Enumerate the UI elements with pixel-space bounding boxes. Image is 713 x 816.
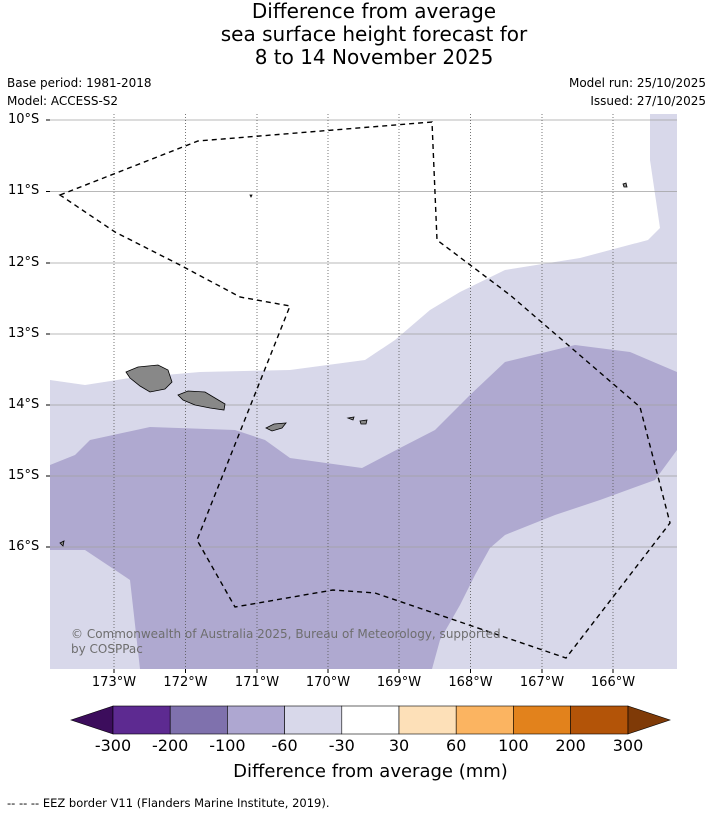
title-line-1: Difference from average [251, 0, 497, 23]
colorbar-segment-3 [227, 705, 285, 735]
colorbar-title: Difference from average (mm) [233, 761, 508, 782]
land-islands [59, 182, 628, 547]
colorbar-extend-low [70, 705, 114, 735]
ofu-island [346, 416, 355, 421]
lon-label-168w: 168°W [448, 675, 493, 690]
eez-border [58, 121, 671, 659]
meta-left: Base period: 1981-2018 Model: ACCESS-S2 [7, 74, 152, 110]
colorbar-segment-9 [570, 705, 629, 735]
colorbar-segment-1 [112, 705, 171, 735]
nukulaelae-islet [622, 182, 628, 188]
lon-label-171w: 171°W [234, 675, 280, 690]
model-name: Model: ACCESS-S2 [7, 94, 119, 108]
axis-ticks [46, 119, 614, 673]
map-area [50, 114, 677, 669]
longitude-gridlines [113, 114, 614, 669]
model-run: Model run: 25/10/2025 [568, 76, 706, 90]
colorbar-label: -100 [209, 736, 246, 755]
colorbar-label: -300 [94, 736, 132, 755]
colorbar-segment-6 [398, 705, 457, 735]
colorbar-segment-4 [284, 705, 343, 735]
colorbar-label: 30 [388, 736, 410, 755]
lat-label-10s: 10°S [8, 112, 40, 127]
chart-title: Difference from average sea surface heig… [0, 0, 713, 69]
lat-label-16s: 16°S [8, 539, 40, 554]
meta-right: Model run: 25/10/2025 Issued: 27/10/2025 [569, 74, 706, 110]
swains-island [249, 194, 253, 198]
lat-label-11s: 11°S [8, 183, 40, 198]
colorbar-segment-8 [513, 705, 571, 735]
lon-label-170w: 170°W [305, 675, 351, 690]
colorbar [70, 705, 671, 735]
issued-date: Issued: 27/10/2025 [590, 94, 706, 108]
title-line-2: sea surface height forecast for [220, 22, 528, 46]
colorbar-label: 100 [498, 736, 529, 755]
lon-label-169w: 169°W [376, 675, 422, 690]
lat-label-15s: 15°S [8, 468, 40, 483]
colorbar-label: -60 [271, 736, 298, 755]
copyright-notice: © Commonwealth of Australia 2025, Bureau… [71, 627, 501, 656]
lon-label-167w: 167°W [519, 675, 565, 690]
medium-anomaly-region [50, 345, 677, 669]
islet-west [59, 540, 65, 547]
latitude-gridlines [50, 119, 677, 548]
base-period: Base period: 1981-2018 [7, 76, 152, 90]
lat-label-13s: 13°S [8, 326, 40, 341]
colorbar-label: 60 [446, 736, 467, 755]
lat-label-14s: 14°S [8, 397, 40, 412]
colorbar-extend-high [627, 705, 671, 735]
title-line-3: 8 to 14 November 2025 [254, 45, 494, 69]
colorbar-segment-5 [341, 705, 400, 735]
eez-footnote: -- -- -- EEZ border V11 (Flanders Marine… [7, 796, 330, 810]
colorbar-label: 300 [612, 736, 644, 755]
lon-label-173w: 173°W [91, 675, 137, 690]
upolu-island [177, 390, 226, 411]
tutuila-island [265, 422, 287, 432]
tau-island [359, 419, 368, 425]
colorbar-label: -200 [152, 736, 189, 755]
colorbar-segment-2 [169, 705, 228, 735]
savaii-island [125, 364, 173, 393]
lon-label-166w: 166°W [590, 675, 636, 690]
lat-label-12s: 12°S [8, 255, 40, 270]
colorbar-label: -30 [328, 736, 355, 755]
colorbar-label: 200 [555, 736, 586, 755]
colorbar-segment-7 [455, 705, 514, 735]
lon-label-172w: 172°W [163, 675, 208, 690]
